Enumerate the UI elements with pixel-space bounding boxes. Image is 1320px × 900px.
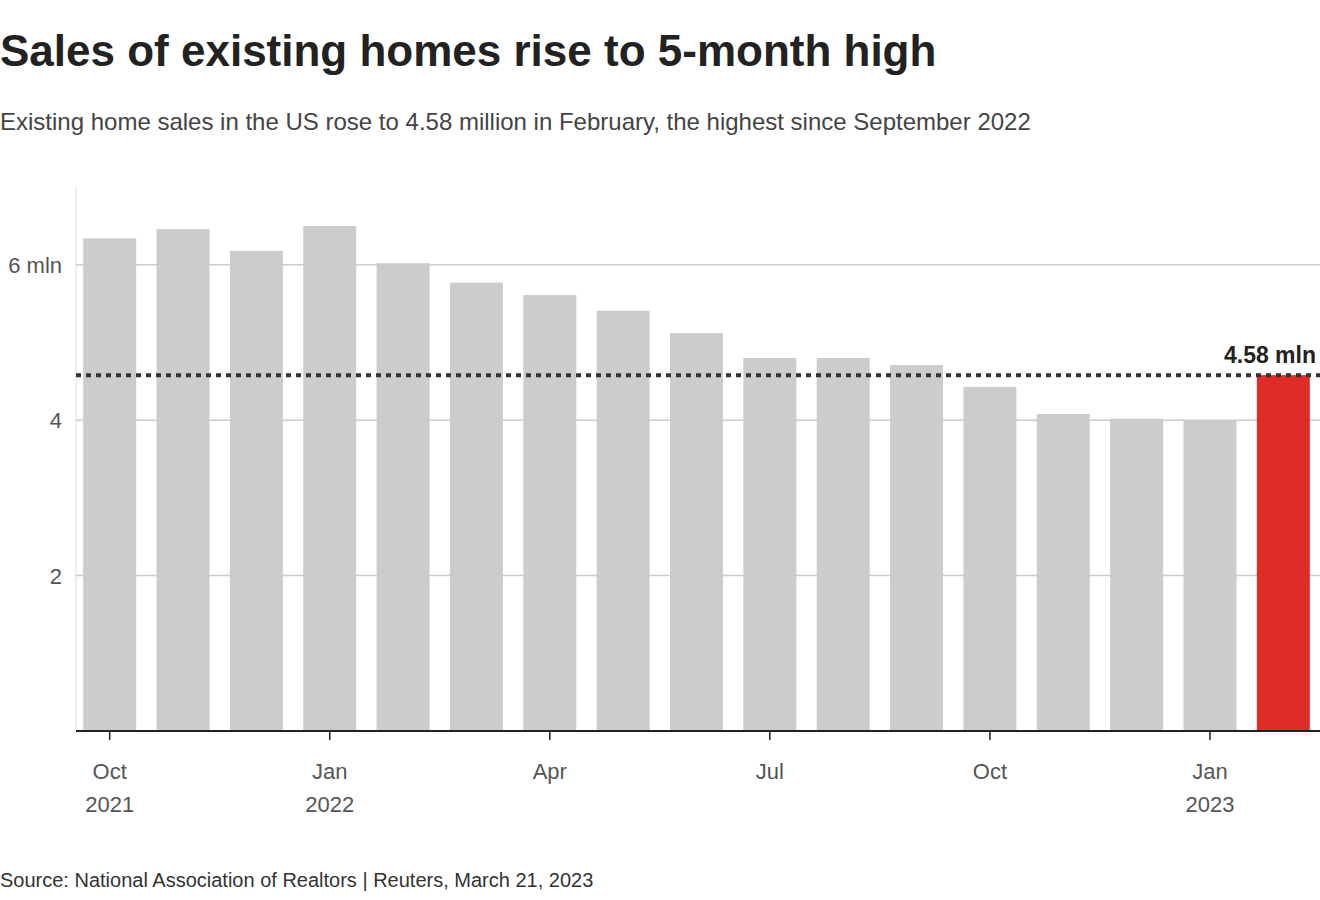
- x-tick: [549, 731, 551, 740]
- x-tick-label-line: 2022: [305, 792, 354, 817]
- y-tick-label: 6 mln: [8, 253, 62, 278]
- bar: [743, 358, 796, 731]
- x-tick-label: Oct: [973, 759, 1007, 784]
- bar: [597, 311, 650, 731]
- x-tick-label: Jan 2022: [305, 759, 354, 817]
- y-tick-label: 4: [50, 408, 62, 433]
- bar: [157, 229, 210, 731]
- bar: [963, 387, 1016, 731]
- x-tick: [329, 731, 331, 740]
- y-axis-line: [76, 187, 77, 731]
- bar: [303, 226, 356, 731]
- bar: [890, 365, 943, 731]
- bar: [1257, 375, 1310, 731]
- x-tick: [109, 731, 111, 740]
- bar: [1110, 419, 1163, 731]
- chart: Sales of existing homes rise to 5-month …: [0, 0, 1320, 900]
- x-tick-label-line: Oct: [93, 759, 127, 784]
- annotation-label: 4.58 mln: [1224, 342, 1316, 368]
- bar: [817, 358, 870, 731]
- bar: [450, 283, 503, 731]
- x-tick-label: Oct 2021: [85, 759, 134, 817]
- x-tick: [1209, 731, 1211, 740]
- x-tick: [769, 731, 771, 740]
- x-tick-label-line: 2023: [1185, 792, 1234, 817]
- bar: [83, 238, 136, 731]
- subtitle: Existing home sales in the US rose to 4.…: [0, 108, 1031, 135]
- x-tick-label-line: Apr: [533, 759, 567, 784]
- bars: [83, 226, 1310, 731]
- bar: [523, 295, 576, 731]
- y-tick-label: 2: [50, 564, 62, 589]
- x-tick-label: Jan 2023: [1185, 759, 1234, 817]
- source: Source: National Association of Realtors…: [0, 869, 593, 891]
- bar: [377, 263, 430, 731]
- x-tick-label: Apr: [533, 759, 567, 784]
- bar: [670, 333, 723, 731]
- reference-line: [76, 373, 1320, 377]
- x-tick-label-line: Jul: [756, 759, 784, 784]
- bar: [1037, 414, 1090, 731]
- bar: [1183, 420, 1236, 731]
- x-tick-label-line: Jan: [1192, 759, 1227, 784]
- x-tick-label: Jul: [756, 759, 784, 784]
- x-tick-label-line: Jan: [312, 759, 347, 784]
- x-tick-label-line: 2021: [85, 792, 134, 817]
- x-tick-label-line: Oct: [973, 759, 1007, 784]
- title: Sales of existing homes rise to 5-month …: [0, 26, 936, 75]
- x-tick: [989, 731, 991, 740]
- bar: [230, 251, 283, 731]
- x-axis-line: [76, 730, 1320, 732]
